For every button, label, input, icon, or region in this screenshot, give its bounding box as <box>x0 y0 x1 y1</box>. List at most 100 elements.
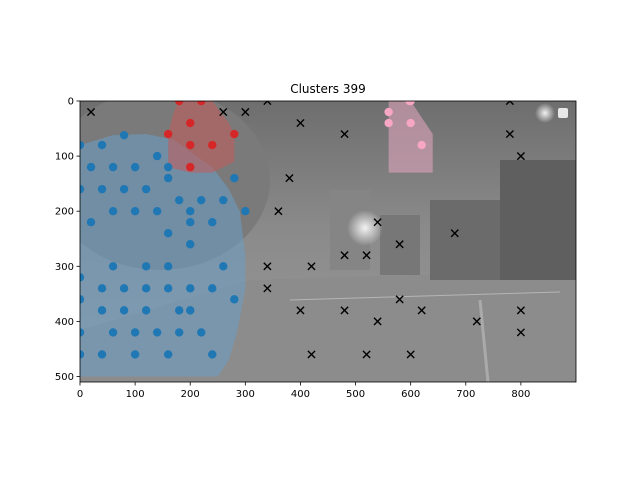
cluster-0-point <box>97 140 107 150</box>
cluster-0-point <box>186 284 195 293</box>
x-tick-label: 200 <box>181 389 200 400</box>
cluster-0-point <box>108 162 118 172</box>
cluster-0-point <box>230 173 239 183</box>
noise-point <box>362 251 371 260</box>
cluster-0-point <box>86 218 96 227</box>
cluster-0-point <box>80 140 85 150</box>
cluster-0-point <box>152 328 162 337</box>
cluster-1-point <box>197 101 206 106</box>
cluster-0-point <box>130 350 140 359</box>
noise-point <box>406 350 415 359</box>
cluster-1-point <box>163 129 173 139</box>
noise-point <box>241 107 250 117</box>
cluster-1-point <box>175 101 184 106</box>
cluster-2-point <box>417 140 426 150</box>
noise-point <box>450 229 459 238</box>
cluster-0-point <box>219 195 228 205</box>
cluster-0-point <box>119 130 129 140</box>
cluster-0-point <box>108 206 118 216</box>
noise-point <box>86 107 96 117</box>
y-tick-label: 0 <box>68 97 74 108</box>
cluster-0-point <box>186 218 195 227</box>
noise-point <box>362 350 371 359</box>
cluster-0-point <box>97 306 107 315</box>
cluster-0-point <box>152 151 162 161</box>
noise-point <box>472 317 481 326</box>
x-tick-label: 600 <box>401 389 420 400</box>
cluster-0-point <box>86 162 96 172</box>
cluster-0-point <box>130 162 140 172</box>
cluster-hull-1 <box>168 101 235 173</box>
x-tick-label: 100 <box>126 389 145 400</box>
noise-point <box>340 306 349 315</box>
x-tick-label: 0 <box>77 389 83 400</box>
cluster-0-point <box>163 173 173 183</box>
noise-point <box>395 240 404 249</box>
cluster-0-point <box>163 229 173 238</box>
cluster-0-point <box>208 218 217 227</box>
noise-point <box>373 317 382 326</box>
noise-point <box>263 284 272 293</box>
noise-point <box>340 129 349 139</box>
cluster-0-point <box>186 306 195 315</box>
cluster-0-point <box>97 350 107 359</box>
noise-point <box>373 218 382 227</box>
cluster-0-point <box>163 284 173 293</box>
noise-point <box>263 262 272 271</box>
noise-point <box>340 251 349 260</box>
cluster-2-point <box>384 118 393 128</box>
cluster-0-point <box>141 284 151 293</box>
cluster-0-point <box>163 350 173 359</box>
x-tick-label: 500 <box>346 389 365 400</box>
noise-point <box>263 101 272 106</box>
cluster-0-point <box>241 206 250 216</box>
y-tick-label: 500 <box>55 372 74 383</box>
x-tick-label: 800 <box>511 389 530 400</box>
noise-point <box>516 152 525 161</box>
cluster-0-point <box>141 184 151 194</box>
cluster-0-point <box>230 295 239 304</box>
y-tick-label: 200 <box>55 207 74 218</box>
noise-point <box>516 328 525 337</box>
cluster-1-point <box>186 162 195 172</box>
cluster-0-point <box>97 284 107 293</box>
cluster-0-point <box>197 328 206 337</box>
cluster-0-point <box>163 262 173 271</box>
cluster-0-point <box>175 328 184 337</box>
cluster-0-point <box>119 306 129 315</box>
cluster-0-point <box>80 273 85 282</box>
cluster-0-point <box>141 262 151 271</box>
cluster-0-point <box>163 162 173 172</box>
cluster-0-point <box>141 306 151 315</box>
cluster-0-point <box>175 306 184 315</box>
cluster-0-point <box>97 184 107 194</box>
cluster-0-point <box>119 284 129 293</box>
x-tick-label: 300 <box>236 389 255 400</box>
cluster-1-point <box>186 140 195 150</box>
noise-point <box>417 306 426 315</box>
cluster-0-point <box>108 328 118 337</box>
x-tick-label: 700 <box>456 389 475 400</box>
noise-point <box>505 101 514 106</box>
noise-point <box>307 262 316 271</box>
cluster-0-point <box>119 184 129 194</box>
noise-point <box>296 306 305 315</box>
cluster-points <box>80 101 426 359</box>
plot-frame <box>79 100 577 383</box>
cluster-2-point <box>406 118 415 128</box>
noise-points <box>86 101 525 359</box>
noise-point <box>395 295 404 304</box>
cluster-0-point <box>130 328 140 337</box>
cluster-hull-2 <box>388 101 433 173</box>
cluster-0-point <box>80 295 85 304</box>
cluster-2-point <box>405 101 414 106</box>
x-axis: 0 100 200 300 400 500 600 700 800 <box>77 382 530 400</box>
cluster-0-point <box>80 328 85 337</box>
noise-point <box>307 350 316 359</box>
noise-point <box>219 107 228 117</box>
chart-title: Clusters 399 <box>290 82 366 96</box>
noise-point <box>505 129 514 139</box>
cluster-1-point <box>186 118 195 128</box>
cluster-0-point <box>80 184 85 194</box>
